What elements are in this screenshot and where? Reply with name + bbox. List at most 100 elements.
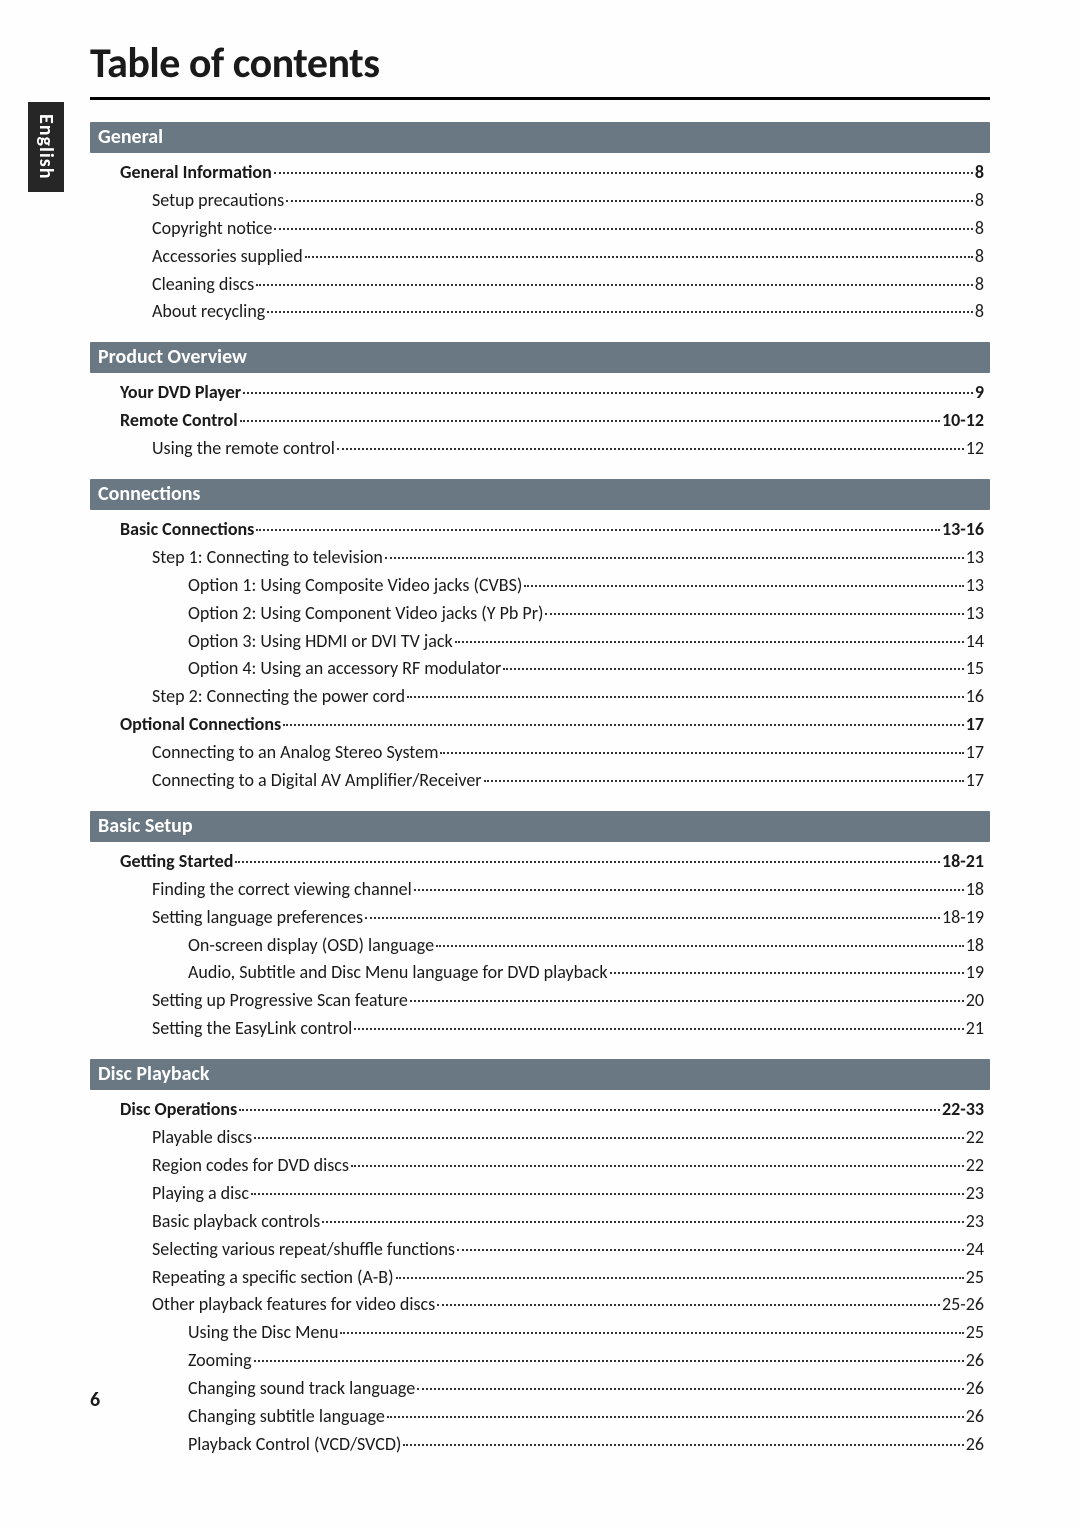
toc-row: On-screen display (OSD) language18 [96, 932, 984, 960]
toc-row: Cleaning discs 8 [96, 271, 984, 299]
toc-page: 16 [966, 683, 984, 711]
toc-page: 8 [975, 187, 984, 215]
toc-dots [274, 228, 972, 230]
toc-row: Option 4: Using an accessory RF modulato… [96, 655, 984, 683]
toc-page: 25 [966, 1319, 984, 1347]
toc-page: 24 [966, 1236, 984, 1264]
toc-label: Playable discs [152, 1124, 252, 1152]
toc-page: 14 [966, 628, 984, 656]
toc-label: Option 2: Using Component Video jacks (Y… [188, 600, 543, 628]
toc-dots [407, 696, 964, 698]
toc-dots [385, 557, 964, 559]
toc-dots [354, 1028, 963, 1030]
toc-page: 26 [966, 1403, 984, 1431]
toc-dots [286, 200, 973, 202]
toc-label: Getting Started [120, 848, 233, 876]
toc-label: On-screen display (OSD) language [188, 932, 434, 960]
toc-page: 21 [966, 1015, 984, 1043]
title-rule [90, 97, 990, 100]
toc-dots [256, 284, 973, 286]
toc-row: Step 2: Connecting the power cord 16 [96, 683, 984, 711]
toc-row: Finding the correct viewing channel18 [96, 876, 984, 904]
toc-page: 10-12 [942, 407, 984, 435]
toc-label: Using the Disc Menu [188, 1319, 338, 1347]
toc-page: 26 [966, 1347, 984, 1375]
toc-page: 23 [966, 1180, 984, 1208]
toc-dots [414, 889, 964, 891]
toc-page: 8 [975, 159, 984, 187]
toc-label: Selecting various repeat/shuffle functio… [152, 1236, 455, 1264]
toc-page: 22 [966, 1152, 984, 1180]
toc-label: Setup precautions [152, 187, 284, 215]
toc-row: Your DVD Player9 [96, 379, 984, 407]
toc-page: 22-33 [942, 1096, 984, 1124]
section-header: Basic Setup [90, 811, 990, 842]
toc-row: Getting Started 18-21 [96, 848, 984, 876]
toc-row: Accessories supplied8 [96, 243, 984, 271]
toc-label: Remote Control [120, 407, 238, 435]
toc-row: Setting language preferences18-19 [96, 904, 984, 932]
toc-row: Selecting various repeat/shuffle functio… [96, 1236, 984, 1264]
toc-page: 22 [966, 1124, 984, 1152]
toc-label: Playing a disc [152, 1180, 249, 1208]
page-title: Table of contents [90, 38, 990, 89]
toc-dots [455, 641, 964, 643]
toc-row: Disc Operations22-33 [96, 1096, 984, 1124]
toc-page: 23 [966, 1208, 984, 1236]
toc-page: 26 [966, 1431, 984, 1459]
toc-label: Option 3: Using HDMI or DVI TV jack [188, 628, 453, 656]
toc-row: Playing a disc 23 [96, 1180, 984, 1208]
toc-row: Region codes for DVD discs22 [96, 1152, 984, 1180]
toc-label: About recycling [152, 298, 265, 326]
toc-dots [239, 1109, 940, 1111]
toc-page: 20 [966, 987, 984, 1015]
toc-label: Step 2: Connecting the power cord [152, 683, 405, 711]
toc-row: Optional Connections 17 [96, 711, 984, 739]
toc-label: Basic playback controls [152, 1208, 320, 1236]
toc-label: Finding the correct viewing channel [152, 876, 412, 904]
toc-row: Changing subtitle language26 [96, 1403, 984, 1431]
section-header: Product Overview [90, 342, 990, 373]
toc-row: Setup precautions 8 [96, 187, 984, 215]
toc-dots [440, 752, 963, 754]
toc-page: 12 [966, 435, 984, 463]
section-header: Disc Playback [90, 1059, 990, 1090]
toc-page: 13 [966, 572, 984, 600]
toc-label: Setting up Progressive Scan feature [152, 987, 408, 1015]
toc-row: Setting up Progressive Scan feature 20 [96, 987, 984, 1015]
toc-dots [337, 448, 964, 450]
page-number: 6 [90, 1388, 100, 1412]
toc-dots [322, 1221, 964, 1223]
toc-page: 17 [966, 711, 984, 739]
toc-label: Zooming [188, 1347, 252, 1375]
toc-dots [235, 861, 940, 863]
toc-block: Your DVD Player9Remote Control 10-12Using… [90, 379, 990, 471]
toc-dots [417, 1388, 964, 1390]
toc-row: Basic playback controls 23 [96, 1208, 984, 1236]
toc-row: Setting the EasyLink control21 [96, 1015, 984, 1043]
toc-page: 18-21 [942, 848, 984, 876]
toc-dots [251, 1193, 964, 1195]
toc-label: Option 4: Using an accessory RF modulato… [188, 655, 501, 683]
toc-row: Playback Control (VCD/SVCD)26 [96, 1431, 984, 1459]
section-header: Connections [90, 479, 990, 510]
toc-row: Repeating a specific section (A-B)25 [96, 1264, 984, 1292]
toc-row: Remote Control 10-12 [96, 407, 984, 435]
toc-label: Optional Connections [120, 711, 281, 739]
toc-label: Accessories supplied [152, 243, 303, 271]
toc-dots [340, 1332, 963, 1334]
toc-dots [484, 780, 964, 782]
toc-row: Audio, Subtitle and Disc Menu language f… [96, 959, 984, 987]
toc-page: 13-16 [942, 516, 984, 544]
toc-label: Cleaning discs [152, 271, 254, 299]
toc-dots [457, 1249, 964, 1251]
toc-row: Using the Disc Menu 25 [96, 1319, 984, 1347]
toc-dots [436, 945, 964, 947]
toc-page: 8 [975, 298, 984, 326]
toc-row: Using the remote control12 [96, 435, 984, 463]
toc-page: 8 [975, 271, 984, 299]
toc-row: General Information8 [96, 159, 984, 187]
toc-page: 25-26 [942, 1291, 984, 1319]
toc-row: Option 1: Using Composite Video jacks (C… [96, 572, 984, 600]
toc-dots [274, 172, 973, 174]
